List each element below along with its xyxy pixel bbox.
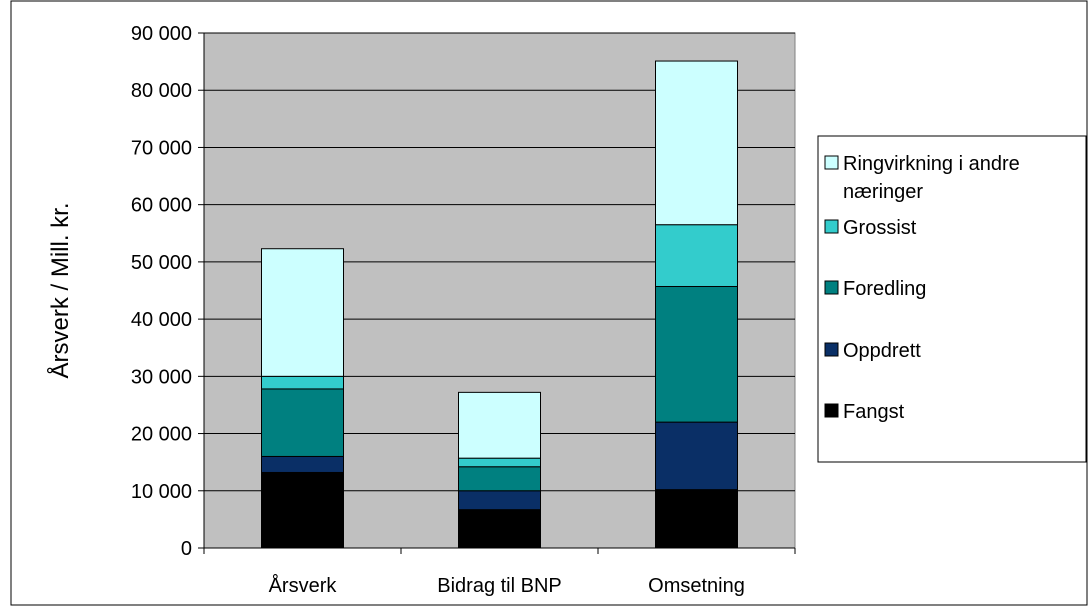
x-category-label: Bidrag til BNP	[437, 575, 562, 597]
y-tick-label: 90 000	[131, 23, 192, 45]
y-tick-label: 30 000	[131, 366, 192, 388]
y-tick-label: 60 000	[131, 195, 192, 217]
legend-swatch	[824, 280, 839, 295]
legend-swatch	[824, 403, 839, 418]
bar-segment	[261, 471, 344, 549]
y-tick-label: 0	[181, 538, 192, 560]
legend: Ringvirkning i andre næringer Grossist Fore…	[817, 135, 1087, 463]
bar-segment	[458, 391, 541, 459]
legend-label: Ringvirkning i andre	[843, 153, 1020, 175]
bar-segment	[458, 457, 541, 468]
bar-segment	[655, 60, 738, 226]
y-tick-label: 70 000	[131, 137, 192, 159]
bar-segment	[458, 509, 541, 549]
axes	[203, 33, 795, 549]
legend-box	[817, 135, 1087, 463]
legend-label: Grossist	[843, 217, 917, 239]
bar-segment	[261, 248, 344, 377]
bar-segment	[458, 466, 541, 492]
bar-segment	[655, 224, 738, 287]
y-tick-label: 10 000	[131, 481, 192, 503]
y-tick-label: 40 000	[131, 309, 192, 331]
legend-label: Foredling	[843, 278, 926, 300]
legend-swatch	[824, 342, 839, 357]
y-tick-label: 20 000	[131, 424, 192, 446]
bar-segment	[261, 455, 344, 473]
bar-segment	[458, 490, 541, 511]
y-axis-ticks: 0 10 000 20 000 30 000 40 000 50 000 60 000 70 …	[131, 23, 204, 560]
legend-swatch	[824, 219, 839, 234]
y-axis-title: Årsverk / Mill. kr.	[46, 202, 74, 378]
legend-label: Fangst	[843, 401, 905, 423]
bar-segment	[261, 375, 344, 390]
x-axis-ticks: Årsverk Bidrag til BNP Omsetning	[203, 548, 796, 597]
bar-segment	[655, 421, 738, 491]
bar-segment	[261, 388, 344, 457]
legend-swatch	[824, 155, 839, 170]
legend-label: Oppdrett	[843, 340, 921, 362]
y-tick-label: 50 000	[131, 252, 192, 274]
x-category-label: Omsetning	[648, 575, 745, 597]
bar-segment	[655, 285, 738, 423]
x-category-label: Årsverk	[269, 574, 338, 597]
legend-label: næringer	[843, 181, 923, 203]
y-tick-label: 80 000	[131, 80, 192, 102]
bar-stacks	[261, 60, 738, 549]
bar-segment	[655, 489, 738, 549]
